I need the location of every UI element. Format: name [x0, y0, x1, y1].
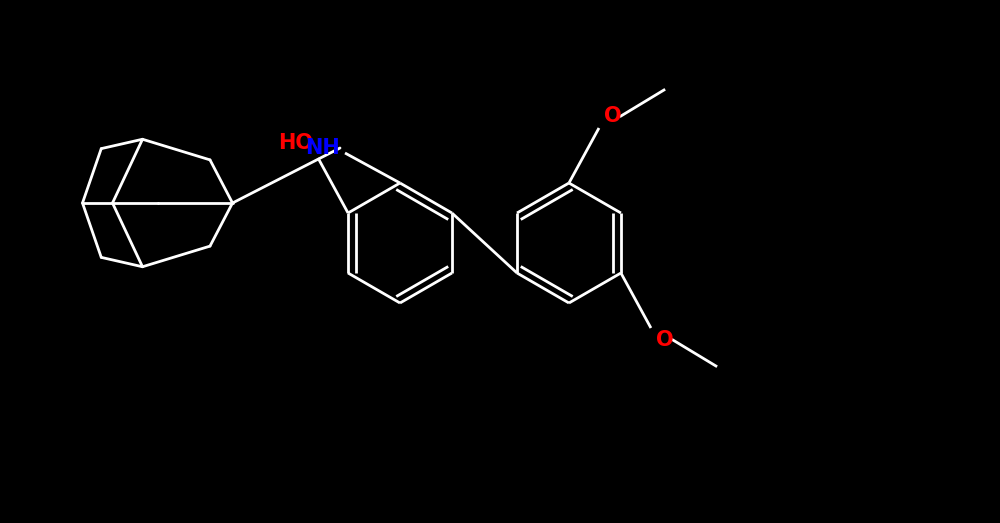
Text: O: O	[604, 106, 622, 126]
Text: NH: NH	[305, 138, 340, 158]
Text: O: O	[656, 330, 674, 350]
Text: HO: HO	[278, 133, 313, 153]
